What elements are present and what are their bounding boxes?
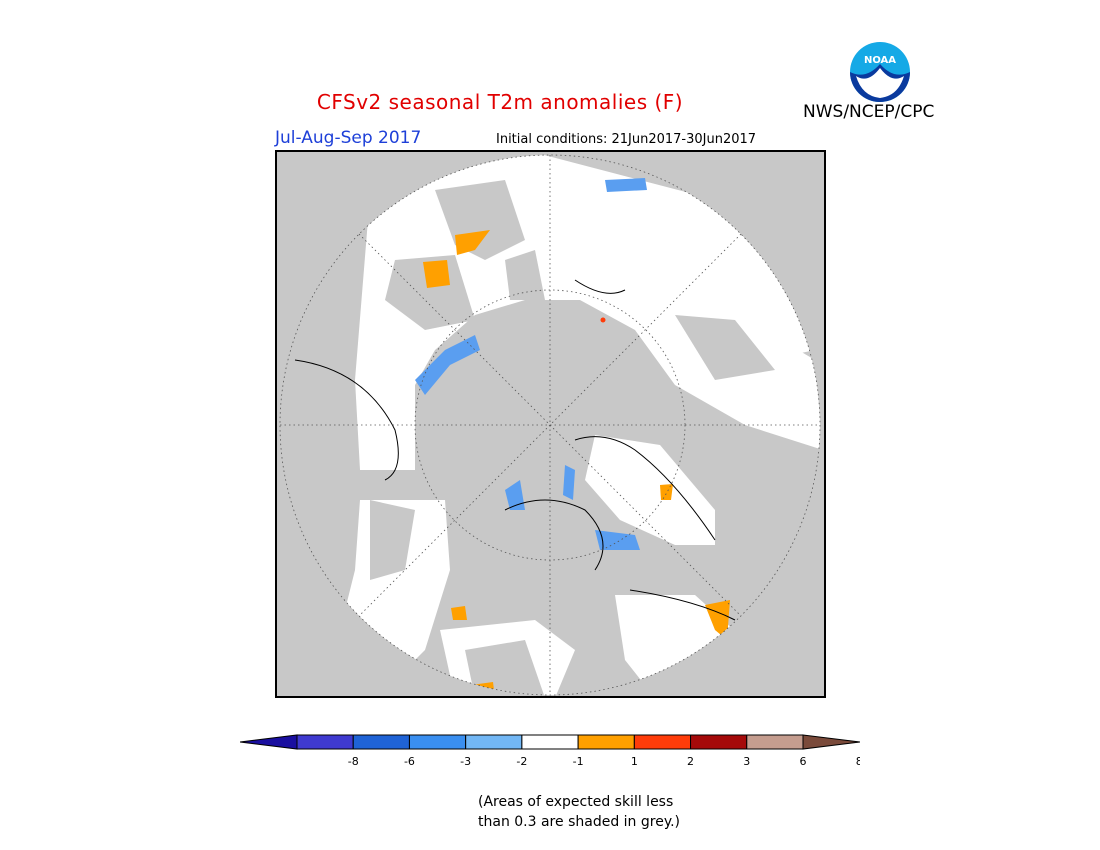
colorbar-segment [296,734,354,750]
agency-label: NWS/NCEP/CPC [803,102,935,122]
colorbar-segment [577,734,635,750]
polar-map [275,150,826,698]
colorbar-tick-label: -1 [573,755,584,768]
svg-text:NOAA: NOAA [864,55,896,66]
warm-anomaly [423,260,450,288]
hot-anomaly [600,317,606,323]
colorbar-tick-label: 6 [800,755,807,768]
noaa-logo: NOAA [850,42,910,102]
colorbar-tick-label: 8 [856,755,860,768]
footnote-line-2: than 0.3 are shaded in grey.) [478,814,681,830]
initial-conditions: Initial conditions: 21Jun2017-30Jun2017 [496,132,757,147]
warm-anomaly [660,484,673,500]
colorbar-segment [408,734,467,750]
colorbar: -8 -6 -3 -2 -1 1 2 3 6 8 [240,734,860,768]
colorbar-tick-label: 3 [743,755,750,768]
cold-anomaly [605,178,647,192]
colorbar-segment [465,734,523,750]
colorbar-min-arrow [240,734,298,750]
colorbar-tick-label: -6 [404,755,415,768]
colorbar-segment [690,734,748,750]
skill-footnote: (Areas of expected skill less than 0.3 a… [478,792,680,832]
colorbar-tick-label: 2 [687,755,694,768]
cold-anomaly [505,480,525,510]
forecast-period: Jul-Aug-Sep 2017 [275,128,422,148]
colorbar-tick-label: -8 [348,755,359,768]
greenland-region [585,435,715,545]
cold-anomaly [563,465,575,500]
footnote-line-1: (Areas of expected skill less [478,794,674,810]
colorbar-segment [746,734,804,750]
warm-anomaly [455,230,490,255]
graticule [279,154,821,696]
cold-anomaly [595,530,640,550]
colorbar-segment [633,734,692,750]
warm-anomaly [451,606,467,620]
colorbar-tick-label: -3 [460,755,471,768]
colorbar-max-arrow [802,734,860,750]
europe-region [580,295,820,450]
colorbar-segment [521,734,579,750]
colorbar-tick-label: 1 [631,755,638,768]
colorbar-tick-label: -2 [516,755,527,768]
colorbar-segment [352,734,410,750]
map-title: CFSv2 seasonal T2m anomalies (F) [316,90,684,114]
cold-anomaly [415,335,480,395]
